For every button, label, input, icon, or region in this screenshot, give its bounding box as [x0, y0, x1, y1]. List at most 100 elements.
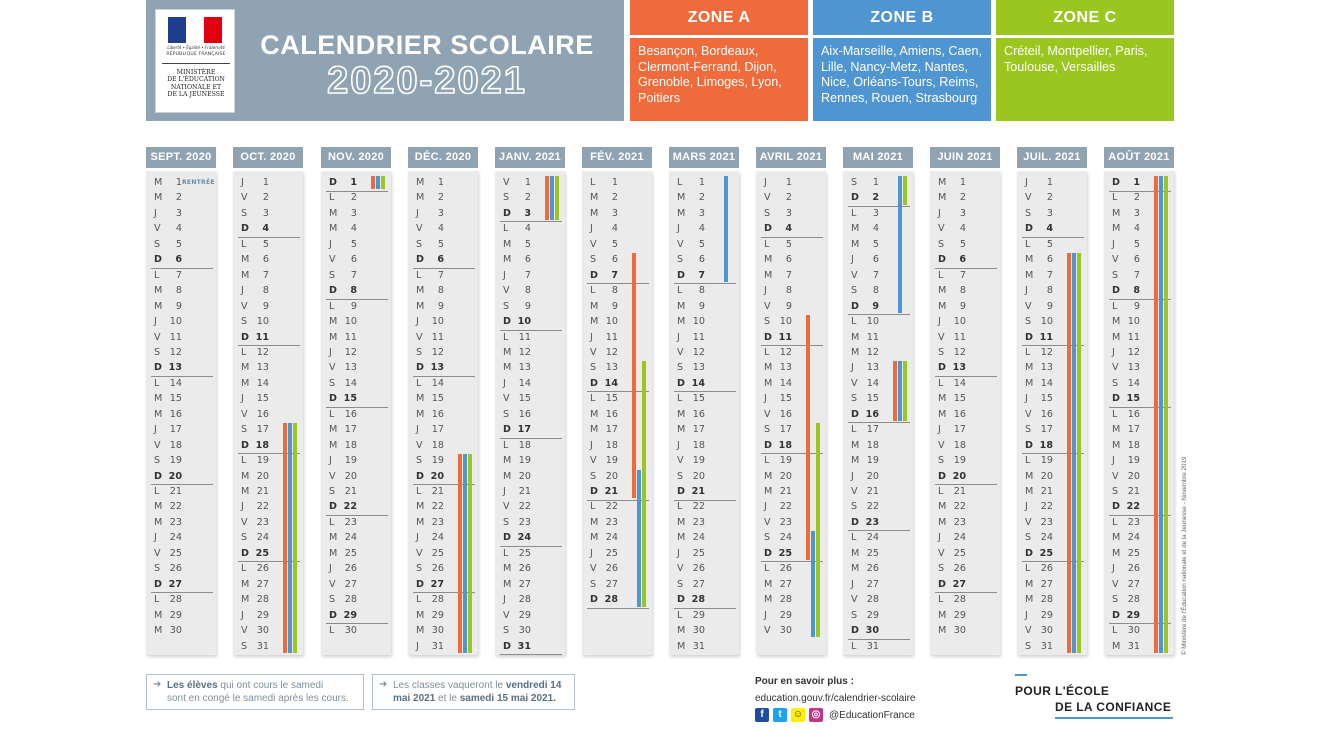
weekday-letter: M: [1025, 486, 1034, 497]
day-number: 28: [169, 594, 182, 606]
day-number: 29: [343, 609, 357, 621]
day-number: 22: [605, 501, 618, 513]
day-number: 7: [698, 269, 705, 281]
day-number: 16: [169, 408, 182, 420]
day-row: V 27: [1104, 577, 1174, 593]
zone-city-line: Nice, Orléans-Tours, Reims,: [821, 75, 979, 90]
day-row: D 11: [1017, 330, 1087, 346]
weekday-letter: J: [1112, 238, 1115, 250]
day-row: M 11: [321, 330, 391, 346]
day-row: J 25: [582, 546, 652, 562]
facebook-icon[interactable]: f: [755, 708, 769, 722]
day-number: 15: [518, 393, 531, 405]
copyright-notice: © Ministère de l'Éducation nationale et …: [1181, 456, 1188, 655]
day-number: 11: [255, 331, 269, 343]
day-row: S 28: [321, 592, 391, 608]
weekday-letter: M: [416, 408, 425, 420]
ministry-name: MINISTÈRE DE L'ÉDUCATION NATIONALE ET DE…: [167, 69, 225, 99]
weekday-letter: M: [503, 254, 512, 266]
day-row: L 29: [669, 608, 739, 624]
note-emphasis: vendredi 14: [505, 680, 562, 691]
day-row: J 27: [843, 577, 913, 593]
holiday-bar-zone-c: [1164, 176, 1168, 653]
arrow-right-icon: ➜: [379, 679, 388, 690]
weekday-letter: J: [241, 609, 244, 621]
day-row: M 31: [1104, 639, 1174, 655]
weekday-letter: S: [329, 269, 336, 281]
weekday-letter: S: [416, 563, 423, 575]
day-row: M 21: [233, 484, 303, 500]
weekday-letter: M: [590, 424, 599, 436]
weekday-letter: S: [1025, 424, 1032, 436]
twitter-icon[interactable]: t: [773, 708, 787, 722]
instagram-icon[interactable]: ◎: [809, 708, 823, 722]
day-row: V 16: [1017, 407, 1087, 423]
weekday-letter: L: [764, 238, 770, 250]
day-number: 10: [517, 316, 531, 328]
day-number: 21: [779, 486, 792, 497]
weekday-letter: J: [503, 377, 506, 389]
weekday-letter: L: [590, 501, 596, 513]
snapchat-icon[interactable]: ☺: [791, 708, 805, 722]
day-number: 9: [175, 300, 182, 312]
zone-city-line: Poitiers: [638, 91, 680, 106]
day-row: L 22: [582, 499, 652, 515]
weekday-letter: S: [329, 594, 336, 606]
day-row: M 20: [1017, 469, 1087, 485]
day-row: V 16: [233, 407, 303, 423]
day-row: V 30: [1017, 623, 1087, 639]
day-number: 13: [952, 362, 966, 374]
weekday-letter: M: [677, 640, 686, 652]
day-number: 15: [343, 393, 357, 405]
weekday-letter: D: [329, 393, 337, 405]
day-row: D 15: [1104, 391, 1174, 408]
day-row: S 17: [756, 422, 826, 438]
day-row: J 15: [1017, 391, 1087, 407]
weekday-letter: L: [154, 486, 160, 497]
weekday-letter: J: [851, 362, 854, 374]
day-number: 24: [953, 532, 966, 544]
day-number: 2: [350, 192, 357, 204]
day-row: J 29: [1017, 608, 1087, 624]
holiday-bar-zone-b: [1159, 176, 1163, 653]
weekday-letter: S: [938, 238, 945, 250]
day-number: 13: [256, 362, 269, 374]
weekday-letter: J: [1112, 563, 1115, 575]
day-number: 3: [1046, 207, 1053, 219]
day-row: D 15: [321, 391, 391, 408]
day-number: 3: [437, 207, 444, 219]
weekday-letter: D: [851, 192, 859, 204]
day-row: M 17: [1104, 422, 1174, 438]
day-row: M 23: [408, 515, 478, 531]
day-row: L 30: [321, 623, 391, 639]
weekday-letter: D: [1112, 393, 1120, 405]
day-number: 17: [1040, 424, 1053, 436]
weekday-letter: S: [329, 486, 336, 497]
day-number: 2: [1133, 192, 1140, 204]
day-number: 4: [524, 223, 531, 235]
month-days: J 1 V 2 S 3 D 4 L 5 M 6 M 7 J 8 V 9 S 10 D 11 L 12 M 13 M 14 J 15 V 16 S…: [756, 171, 826, 655]
day-number: 6: [611, 254, 618, 266]
weekday-letter: M: [1025, 269, 1034, 281]
day-number: 22: [779, 501, 792, 513]
more-info-link[interactable]: education.gouv.fr/calendrier-scolaire: [755, 693, 916, 704]
social-handle[interactable]: @EducationFrance: [829, 709, 915, 721]
day-number: 11: [431, 331, 444, 343]
day-row: M 27: [1017, 577, 1087, 593]
month-header: MARS 2021: [669, 147, 739, 168]
day-number: 24: [692, 532, 705, 544]
weekday-letter: M: [329, 439, 338, 451]
day-number: 9: [1046, 300, 1053, 312]
republique-motto: Liberté • Égalité • Fraternité: [167, 45, 225, 50]
day-number: 4: [1133, 223, 1140, 235]
weekday-letter: S: [1025, 640, 1032, 652]
